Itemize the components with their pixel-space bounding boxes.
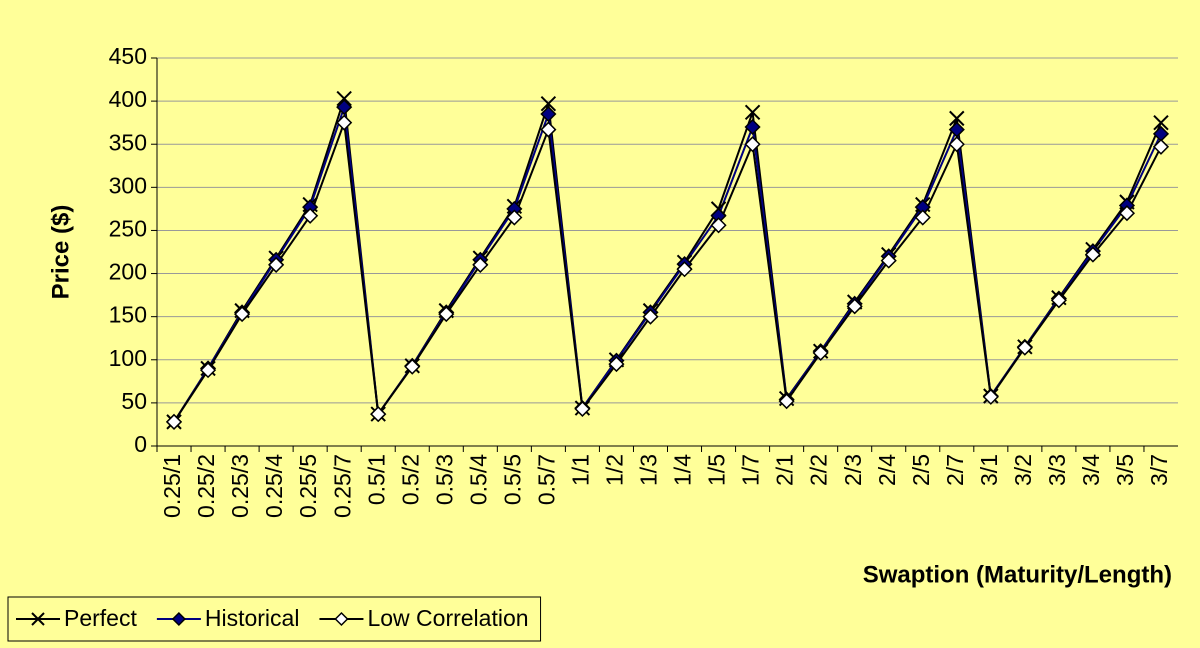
x-tick-label: 1/5 xyxy=(704,454,730,486)
x-tick-label: 1/1 xyxy=(567,454,593,486)
x-tick-label: 3/3 xyxy=(1044,454,1070,486)
x-tick-label: 2/3 xyxy=(840,454,866,486)
data-point xyxy=(744,104,761,121)
y-tick-label: 300 xyxy=(109,172,147,198)
series-line xyxy=(173,122,1162,423)
data-point xyxy=(846,298,863,315)
legend-box xyxy=(7,596,542,642)
x-tick-label: 2/7 xyxy=(942,454,968,486)
x-tick-label: 2/4 xyxy=(874,454,900,486)
data-point xyxy=(948,136,965,153)
legend-label: Historical xyxy=(205,605,300,631)
x-tick-label: 2/2 xyxy=(806,454,832,486)
y-tick-label: 350 xyxy=(109,129,147,155)
y-tick-label: 150 xyxy=(109,302,147,328)
x-tick-label: 2/5 xyxy=(908,454,934,486)
x-tick-label: 0.25/4 xyxy=(261,454,287,518)
data-point xyxy=(234,306,251,323)
y-tick-label: 50 xyxy=(121,388,147,414)
x-tick-label: 3/2 xyxy=(1010,454,1036,486)
x-axis-title: Swaption (Maturity/Length) xyxy=(863,561,1172,588)
legend-marker xyxy=(334,611,349,627)
data-point xyxy=(199,362,217,379)
y-tick-label: 200 xyxy=(109,259,147,285)
data-point xyxy=(642,308,659,325)
data-point xyxy=(1050,292,1067,309)
x-tick-label: 0.25/5 xyxy=(295,454,321,518)
y-axis-title: Price ($) xyxy=(47,205,74,300)
data-point xyxy=(506,209,523,226)
data-point xyxy=(744,118,761,136)
data-point xyxy=(1084,246,1101,263)
x-tick-label: 1/2 xyxy=(602,454,628,486)
y-tick-label: 250 xyxy=(109,216,147,242)
x-tick-label: 1/3 xyxy=(636,454,662,486)
data-point xyxy=(949,110,965,127)
x-tick-label: 3/1 xyxy=(976,454,1002,486)
legend: Perfect Historical Low Correlation xyxy=(7,596,542,642)
data-point xyxy=(1016,339,1033,356)
y-tick-label: 400 xyxy=(109,86,147,112)
x-tick-label: 2/1 xyxy=(772,454,798,486)
x-tick-label: 0.5/7 xyxy=(533,454,559,505)
legend-label: Low Correlation xyxy=(367,605,528,631)
x-tick-label: 1/7 xyxy=(738,454,764,486)
data-point xyxy=(404,358,421,375)
data-point xyxy=(574,400,591,417)
data-point xyxy=(1153,114,1169,131)
legend-label: Perfect xyxy=(64,605,137,631)
x-tick-label: 0.25/7 xyxy=(329,454,355,518)
data-point xyxy=(880,252,897,269)
data-point xyxy=(540,121,557,138)
data-point xyxy=(302,207,319,224)
x-tick-label: 0.5/2 xyxy=(397,454,423,505)
x-tick-label: 3/5 xyxy=(1112,454,1138,486)
data-point xyxy=(1118,205,1136,222)
data-point xyxy=(540,105,557,123)
data-point xyxy=(472,256,489,273)
data-point xyxy=(914,209,931,226)
data-point xyxy=(1152,138,1170,155)
y-tick-label: 450 xyxy=(109,43,147,69)
data-point xyxy=(336,99,353,116)
data-point xyxy=(608,356,625,373)
data-point xyxy=(982,388,999,405)
y-tick-label: 0 xyxy=(134,431,147,457)
x-tick-label: 0.25/2 xyxy=(193,454,219,518)
data-point xyxy=(336,114,353,131)
x-tick-label: 0.5/4 xyxy=(465,454,491,505)
data-point xyxy=(165,413,183,430)
data-point xyxy=(540,95,557,112)
x-tick-label: 0.5/5 xyxy=(499,454,525,505)
data-point xyxy=(744,136,761,153)
x-tick-label: 0.5/3 xyxy=(431,454,457,505)
data-point xyxy=(268,256,285,273)
data-point xyxy=(710,217,727,234)
x-tick-label: 3/7 xyxy=(1146,454,1172,486)
data-point xyxy=(438,306,455,323)
x-tick-label: 0.5/1 xyxy=(363,454,389,505)
legend-marker xyxy=(31,612,45,626)
x-tick-label: 1/4 xyxy=(670,454,696,486)
x-tick-label: 3/4 xyxy=(1078,454,1104,486)
data-point xyxy=(812,344,829,361)
data-point xyxy=(778,393,795,410)
data-point xyxy=(370,406,387,423)
y-tick-label: 100 xyxy=(109,345,147,371)
data-point xyxy=(336,90,352,107)
x-tick-label: 0.25/3 xyxy=(227,454,253,518)
legend-marker xyxy=(171,611,186,627)
x-tick-label: 0.25/1 xyxy=(159,454,185,518)
data-point xyxy=(676,261,693,278)
